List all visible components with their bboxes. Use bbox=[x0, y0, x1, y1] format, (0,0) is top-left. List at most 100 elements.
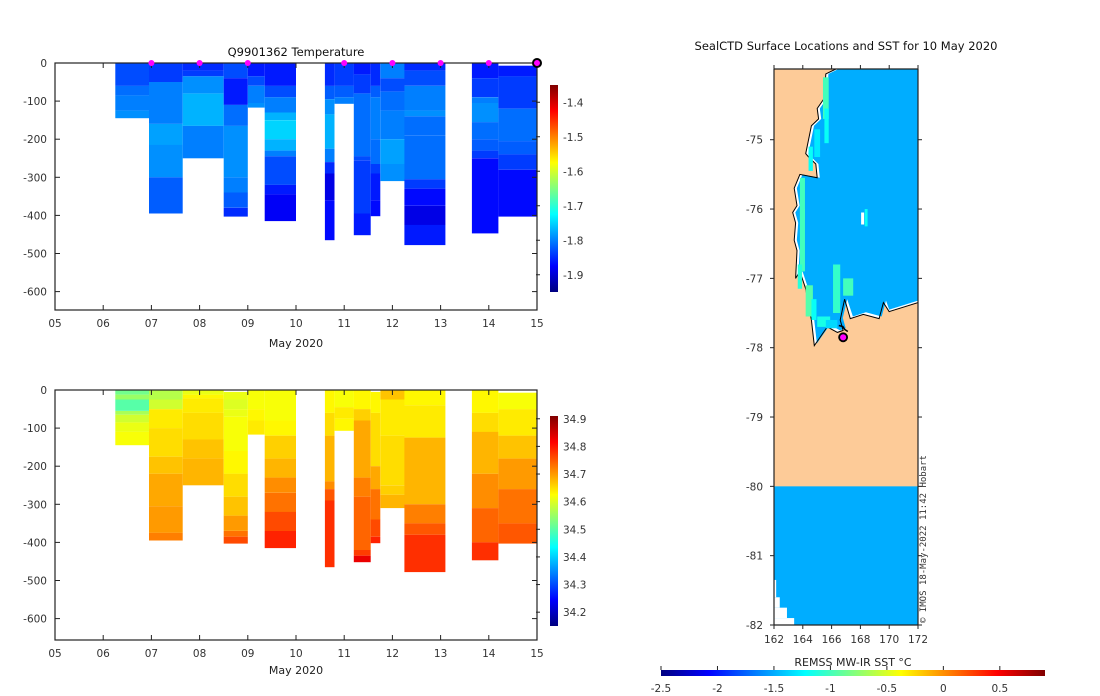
profile-cell bbox=[149, 124, 183, 145]
sst-cell bbox=[805, 285, 813, 317]
profile-cell bbox=[471, 97, 499, 103]
profile-cell bbox=[471, 431, 499, 474]
profile-cell bbox=[404, 534, 446, 573]
profile-cell bbox=[324, 390, 335, 413]
profile-cell bbox=[264, 492, 296, 512]
profile-cell bbox=[149, 506, 183, 533]
y-tick-label: -400 bbox=[23, 537, 47, 549]
profile-cell bbox=[498, 108, 537, 142]
profile-column bbox=[370, 391, 381, 544]
profile-cell bbox=[223, 207, 248, 217]
missing-data bbox=[774, 579, 777, 598]
profile-column bbox=[498, 392, 537, 544]
profile-cell bbox=[370, 200, 381, 217]
x-tick-label: 10 bbox=[289, 318, 302, 330]
profile-cell bbox=[264, 458, 296, 478]
profile-cell bbox=[498, 458, 537, 490]
lon-tick-label: 162 bbox=[764, 634, 784, 646]
profile-cell bbox=[247, 85, 265, 103]
profile-cell bbox=[264, 150, 296, 157]
profile-cell bbox=[223, 515, 248, 531]
y-tick-label: -200 bbox=[23, 134, 47, 146]
profile-cell bbox=[264, 156, 296, 185]
profile-cell bbox=[182, 125, 224, 159]
y-tick-label: -400 bbox=[23, 210, 47, 222]
sst-cell bbox=[825, 319, 838, 329]
lon-tick-label: 164 bbox=[793, 634, 813, 646]
x-tick-label: 14 bbox=[482, 648, 496, 660]
profile-column bbox=[223, 391, 248, 544]
profile-cell bbox=[324, 114, 335, 149]
sst-colorbar-tick-label: -2.5 bbox=[651, 683, 672, 695]
latest-profile-marker bbox=[532, 58, 542, 68]
profile-cell bbox=[404, 85, 446, 111]
sst-cell bbox=[833, 264, 841, 314]
sst-colorbar-tick-label: -1 bbox=[825, 683, 835, 695]
profile-cell bbox=[370, 85, 381, 98]
profile-cell bbox=[370, 164, 381, 174]
profile-cell bbox=[182, 458, 224, 486]
profile-cell bbox=[149, 532, 183, 541]
lat-tick-label: -76 bbox=[746, 204, 763, 216]
profile-column bbox=[380, 390, 405, 509]
profile-column bbox=[324, 63, 335, 241]
profile-cell bbox=[498, 76, 537, 109]
profile-cell bbox=[498, 141, 537, 155]
profile-cell bbox=[149, 456, 183, 474]
profile-cell bbox=[404, 405, 446, 438]
missing-data bbox=[774, 607, 787, 619]
sst-colorbar-tick-label: -0.5 bbox=[877, 683, 898, 695]
profile-cell bbox=[353, 550, 371, 556]
profile-cell bbox=[223, 192, 248, 208]
salinity-cells bbox=[115, 390, 537, 573]
profile-cell bbox=[353, 555, 371, 563]
profile-cell bbox=[324, 162, 335, 174]
sst-cell bbox=[811, 299, 817, 320]
profile-cell bbox=[370, 173, 381, 201]
profile-marker bbox=[244, 60, 251, 66]
profile-cell bbox=[223, 63, 248, 79]
profile-column bbox=[334, 390, 354, 431]
temperature-title: Q9901362 Temperature bbox=[228, 45, 365, 59]
profile-cell bbox=[182, 70, 224, 77]
profile-cell bbox=[264, 63, 296, 86]
profile-cell bbox=[380, 494, 405, 509]
profile-cell bbox=[247, 103, 265, 108]
profile-cell bbox=[223, 416, 248, 451]
colorbar-tick-label: 34.4 bbox=[563, 552, 587, 564]
colorbar-gradient bbox=[550, 416, 558, 626]
profile-cell bbox=[182, 93, 224, 126]
sst-cell bbox=[799, 209, 805, 272]
lat-tick-label: -75 bbox=[746, 135, 763, 147]
x-tick-label: 08 bbox=[193, 318, 206, 330]
sst-cell bbox=[843, 278, 854, 296]
profile-cell bbox=[471, 150, 499, 159]
profile-column bbox=[404, 390, 446, 573]
profile-cell bbox=[471, 63, 499, 79]
profile-cell bbox=[370, 489, 381, 520]
coastline bbox=[792, 69, 918, 347]
sst-colorbar-label: REMSS MW-IR SST °C bbox=[794, 656, 912, 669]
profile-column bbox=[115, 63, 149, 119]
profile-cell bbox=[247, 390, 265, 410]
y-tick-label: -100 bbox=[23, 96, 47, 108]
profile-cell bbox=[149, 390, 183, 400]
lat-tick-label: -78 bbox=[746, 343, 763, 355]
profile-cell bbox=[182, 76, 224, 94]
x-tick-label: 11 bbox=[338, 318, 351, 330]
profile-cell bbox=[247, 420, 265, 435]
profile-cell bbox=[370, 97, 381, 140]
profile-cell bbox=[498, 523, 537, 544]
profile-cell bbox=[498, 435, 537, 459]
profile-cell bbox=[334, 97, 354, 104]
sst-colorbar-gradient bbox=[661, 670, 1045, 676]
profile-column bbox=[370, 63, 381, 217]
sst-cell bbox=[799, 177, 805, 220]
profile-cell bbox=[404, 390, 446, 406]
sst-colorbar: -2.5 -2 -1.5 -1 -0.5 0 0.5 bbox=[651, 666, 1045, 695]
x-tick-label: 15 bbox=[530, 318, 543, 330]
y-tick-label: 0 bbox=[40, 385, 47, 397]
profile-cell bbox=[223, 177, 248, 193]
profile-cell bbox=[115, 390, 149, 395]
colorbar-tick-label: -1.4 bbox=[563, 97, 584, 109]
